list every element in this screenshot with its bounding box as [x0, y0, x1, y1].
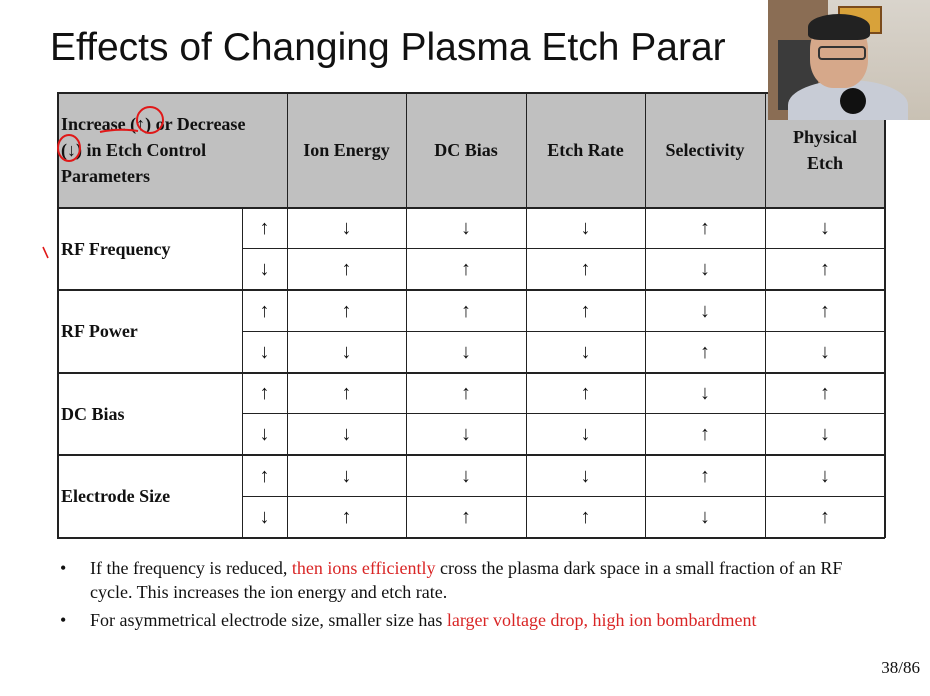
- column-divider: [645, 92, 646, 538]
- row-divider: [242, 248, 885, 250]
- effect-arrow: ↓: [341, 464, 352, 487]
- bullet-text: cross the plasma dark space in a small f…: [90, 558, 843, 602]
- effect-arrow: ↑: [461, 299, 471, 322]
- effect-arrow: ↓: [461, 340, 471, 363]
- highlighted-text: then ions efficiently: [291, 558, 436, 578]
- group-divider: [57, 371, 885, 374]
- column-header: DC Bias: [406, 92, 526, 208]
- header-parameters-line: Increase (↑) or Decrease: [61, 114, 246, 134]
- header-parameters-line: Parameters: [61, 166, 150, 186]
- effect-arrow: ↑: [580, 382, 591, 405]
- bullet-text: If the frequency is reduced,: [90, 558, 292, 578]
- group-divider: [57, 289, 885, 291]
- effect-arrow: ↑: [820, 505, 830, 528]
- row-divider: [242, 413, 885, 415]
- effect-arrow: ↓: [820, 423, 830, 446]
- effect-arrow: ↑: [580, 505, 591, 528]
- effect-arrow: ↓: [700, 505, 710, 528]
- effect-arrow: ↑: [461, 505, 471, 528]
- page-number: 38/86: [881, 658, 920, 677]
- effect-arrow: ↑: [341, 258, 352, 281]
- bullet-list: • If the frequency is reduced, then ions …: [58, 556, 878, 636]
- effect-arrow: ↓: [461, 464, 471, 487]
- effect-arrow: ↓: [341, 340, 352, 363]
- column-divider: [242, 208, 243, 538]
- column-header: Ion Energy: [287, 92, 406, 208]
- table-border-right: [884, 92, 886, 538]
- table-border-top: [57, 92, 885, 94]
- column-divider: [287, 92, 288, 538]
- parameter-label: RF Power: [61, 321, 138, 342]
- header-parameters: Increase (↑) or Decrease (↓) in Etch Cont…: [57, 92, 287, 208]
- effect-arrow: ↓: [341, 423, 352, 446]
- direction-arrow: ↑: [259, 299, 270, 322]
- table-border-bottom: [57, 537, 885, 539]
- effect-arrow: ↓: [700, 299, 710, 322]
- effect-arrow: ↑: [700, 340, 710, 363]
- presenter-webcam: [768, 0, 930, 120]
- effect-arrow: ↑: [820, 299, 830, 322]
- header-parameters-line: (↓) in Etch Control: [61, 140, 207, 160]
- direction-arrow: ↓: [259, 258, 270, 281]
- bullet-dot: •: [60, 610, 67, 630]
- effect-arrow: ↓: [820, 340, 830, 363]
- effect-arrow: ↑: [700, 464, 710, 487]
- effect-arrow: ↓: [820, 464, 830, 487]
- effect-arrow: ↓: [341, 217, 352, 240]
- effect-arrow: ↓: [820, 217, 830, 240]
- bullet-text: For asymmetrical electrode size, smaller…: [90, 610, 447, 630]
- effect-arrow: ↑: [461, 382, 471, 405]
- direction-arrow: ↓: [259, 340, 270, 363]
- annotation-tick: [42, 246, 49, 259]
- effect-arrow: ↑: [820, 382, 830, 405]
- slide-title: Effects of Changing Plasma Etch Parar: [50, 26, 726, 69]
- effect-arrow: ↓: [700, 382, 710, 405]
- row-divider: [242, 495, 885, 497]
- row-divider: [242, 330, 885, 332]
- parameter-label: Electrode Size: [61, 486, 171, 507]
- effect-arrow: ↓: [700, 258, 710, 281]
- effect-arrow: ↑: [341, 382, 352, 405]
- effect-arrow: ↑: [580, 258, 591, 281]
- effect-arrow: ↓: [580, 423, 591, 446]
- group-divider: [57, 454, 885, 456]
- column-divider: [406, 92, 407, 538]
- bullet-item: • For asymmetrical electrode size, smalle…: [58, 608, 878, 632]
- column-divider: [765, 92, 766, 538]
- effect-arrow: ↓: [461, 217, 471, 240]
- column-header: Selectivity: [645, 92, 765, 208]
- effect-arrow: ↓: [461, 423, 471, 446]
- table-border-left: [57, 92, 59, 538]
- bullet-dot: •: [60, 558, 67, 578]
- column-header: Etch Rate: [526, 92, 645, 208]
- effect-arrow: ↑: [341, 505, 352, 528]
- highlighted-text: larger voltage drop, high ion bombardmen…: [446, 610, 757, 630]
- header-divider: [57, 207, 885, 209]
- effect-arrow: ↓: [580, 340, 591, 363]
- direction-arrow: ↑: [259, 382, 270, 405]
- effect-arrow: ↑: [341, 299, 352, 322]
- direction-arrow: ↑: [259, 217, 270, 240]
- parameter-label: DC Bias: [61, 403, 125, 424]
- effect-arrow: ↑: [820, 258, 830, 281]
- effect-arrow: ↑: [700, 217, 710, 240]
- bullet-item: • If the frequency is reduced, then ions …: [58, 556, 878, 604]
- effect-arrow: ↓: [580, 464, 591, 487]
- effect-arrow: ↓: [580, 217, 591, 240]
- direction-arrow: ↓: [259, 423, 270, 446]
- effect-arrow: ↑: [461, 258, 471, 281]
- effect-arrow: ↑: [580, 299, 591, 322]
- direction-arrow: ↓: [259, 505, 270, 528]
- effect-arrow: ↑: [700, 423, 710, 446]
- column-divider: [526, 92, 527, 538]
- direction-arrow: ↑: [259, 464, 270, 487]
- parameter-label: RF Frequency: [61, 238, 171, 259]
